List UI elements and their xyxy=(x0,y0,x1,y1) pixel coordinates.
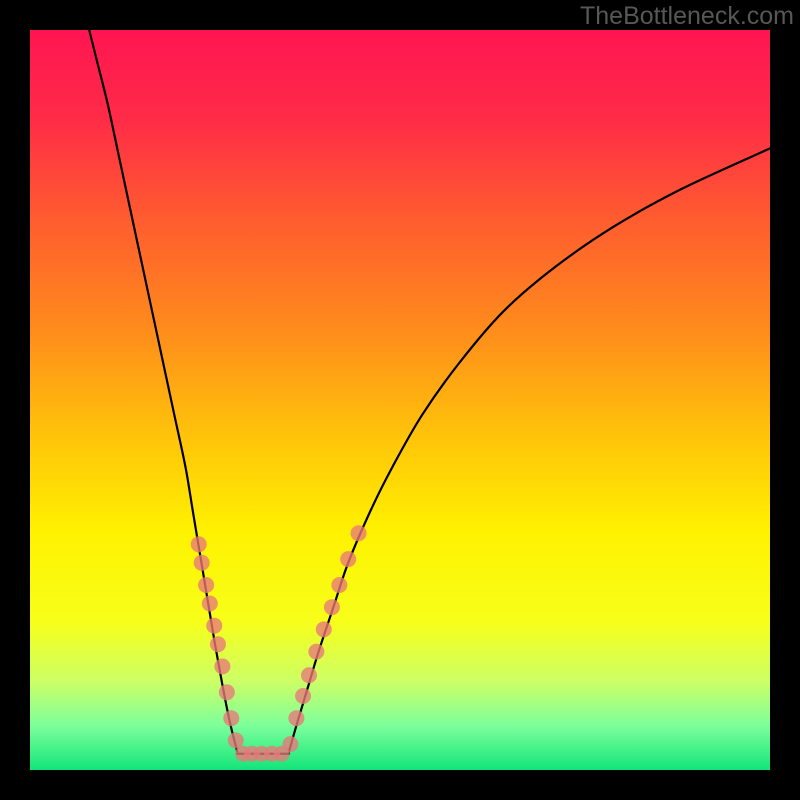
bottleneck-chart xyxy=(0,0,800,800)
watermark-text: TheBottleneck.com xyxy=(580,2,794,31)
